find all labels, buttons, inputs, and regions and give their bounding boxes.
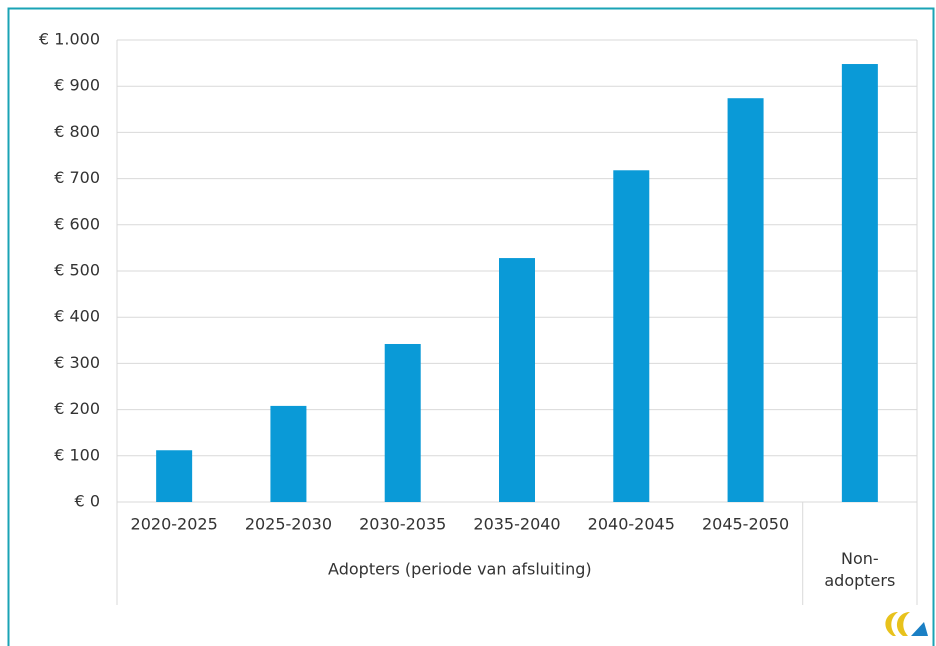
y-tick-label: € 0 <box>75 492 100 511</box>
x-tick-label: 2025-2030 <box>245 515 332 534</box>
bar <box>270 405 307 502</box>
y-tick-label: € 600 <box>54 214 100 233</box>
y-tick-label: € 100 <box>54 445 100 464</box>
x-tick-label: 2035-2040 <box>473 515 560 534</box>
bar <box>727 98 764 502</box>
group-label: Non-adopters <box>824 549 895 590</box>
y-tick-label: € 900 <box>54 76 100 95</box>
group-label: Adopters (periode van afsluiting) <box>328 560 592 579</box>
y-tick-label: € 700 <box>54 168 100 187</box>
x-tick-label: 2040-2045 <box>588 515 675 534</box>
y-tick-label: € 500 <box>54 261 100 280</box>
x-tick-label: 2045-2050 <box>702 515 789 534</box>
y-tick-label: € 800 <box>54 122 100 141</box>
logo <box>885 612 928 636</box>
x-tick-label: 2030-2035 <box>359 515 446 534</box>
bar <box>499 258 535 502</box>
y-tick-label: € 200 <box>54 399 100 418</box>
frame <box>7 7 935 646</box>
bar <box>384 343 421 502</box>
y-tick-label: € 1.000 <box>39 30 100 49</box>
y-tick-label: € 400 <box>54 307 100 326</box>
bar <box>841 64 878 503</box>
bar <box>613 170 650 502</box>
x-tick-label: 2020-2025 <box>131 515 218 534</box>
bar <box>156 450 193 502</box>
y-tick-label: € 300 <box>54 353 100 372</box>
